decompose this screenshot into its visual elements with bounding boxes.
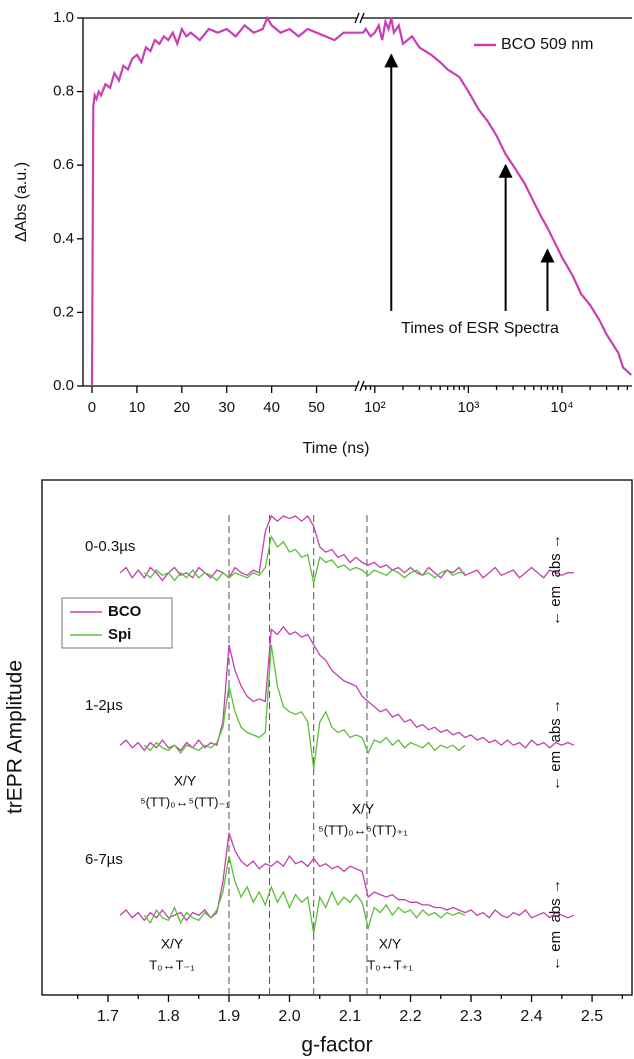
trace-label: 6-7µs [85,851,123,868]
plot-frame [41,479,633,996]
x-tick-label: 0 [88,399,96,416]
annotation: X/Y [352,801,375,817]
x-tick-label: 1.8 [157,1008,179,1025]
data-line [119,625,575,752]
x-tick-label: 2.5 [581,1008,603,1025]
x-tick-label: 2.4 [520,1008,542,1025]
annotation-detail: ⁵(TT)₀↔⁵(TT)₊₁ [318,822,408,837]
x-axis-label: Time (ns) [303,440,370,457]
axis-break [359,12,365,24]
annotation-detail: ⁵(TT)₀↔⁵(TT)₋₁ [140,794,230,809]
y-tick-label: 0.0 [53,377,74,394]
legend-box [61,597,173,649]
y-axis-label: trEPR Amplitude [4,660,27,814]
y-tick-label: 1.0 [53,9,74,26]
direction-label: ← em abs → [547,699,564,791]
x-tick-label: 2.0 [278,1008,300,1025]
x-tick-label: 2.2 [399,1008,421,1025]
x-tick-label: 30 [218,399,235,416]
data-line [119,514,574,582]
legend-label: BCO [108,603,142,620]
annotation: Times of ESR Spectra [401,320,559,337]
trace-label: 0-0.3µs [85,538,135,555]
x-tick-label: 2.1 [339,1008,361,1025]
annotation: X/Y [174,773,197,789]
data-line [143,644,466,769]
trace-label: 1-2µs [85,697,123,714]
x-axis-label: g-factor [301,1034,372,1057]
annotation-detail: T₀↔T₊₁ [367,957,413,972]
axis-break [354,380,360,392]
annotation: X/Y [379,936,402,952]
annotation-detail: T₀↔T₋₁ [149,957,195,972]
x-tick-label: 50 [308,399,325,416]
data-line [119,832,575,922]
x-tick-label: 20 [173,399,190,416]
direction-label: ← em abs → [547,879,564,971]
axis-break [354,12,360,24]
x-tick-label: 40 [263,399,280,416]
x-tick-label: 2.3 [460,1008,482,1025]
y-tick-label: 0.6 [53,156,74,173]
x-tick-label: 1.7 [97,1008,119,1025]
y-tick-label: 0.2 [53,303,74,320]
x-tick-label: 1.9 [218,1008,240,1025]
x-tick-label: 10² [364,399,386,416]
y-tick-label: 0.8 [53,83,74,100]
x-tick-label: 10⁴ [550,399,573,416]
legend-label: BCO 509 nm [501,36,593,53]
x-tick-label: 10³ [458,399,480,416]
axis-break [359,380,365,392]
data-line [143,534,465,584]
x-tick-label: 10 [129,399,146,416]
y-axis-label: ΔAbs (a.u.) [13,162,30,242]
annotation: X/Y [161,936,184,952]
y-tick-label: 0.4 [53,230,74,247]
legend-label: Spi [108,626,131,643]
data-line [90,15,633,387]
direction-label: ← em abs → [547,534,564,626]
data-line [143,855,466,934]
